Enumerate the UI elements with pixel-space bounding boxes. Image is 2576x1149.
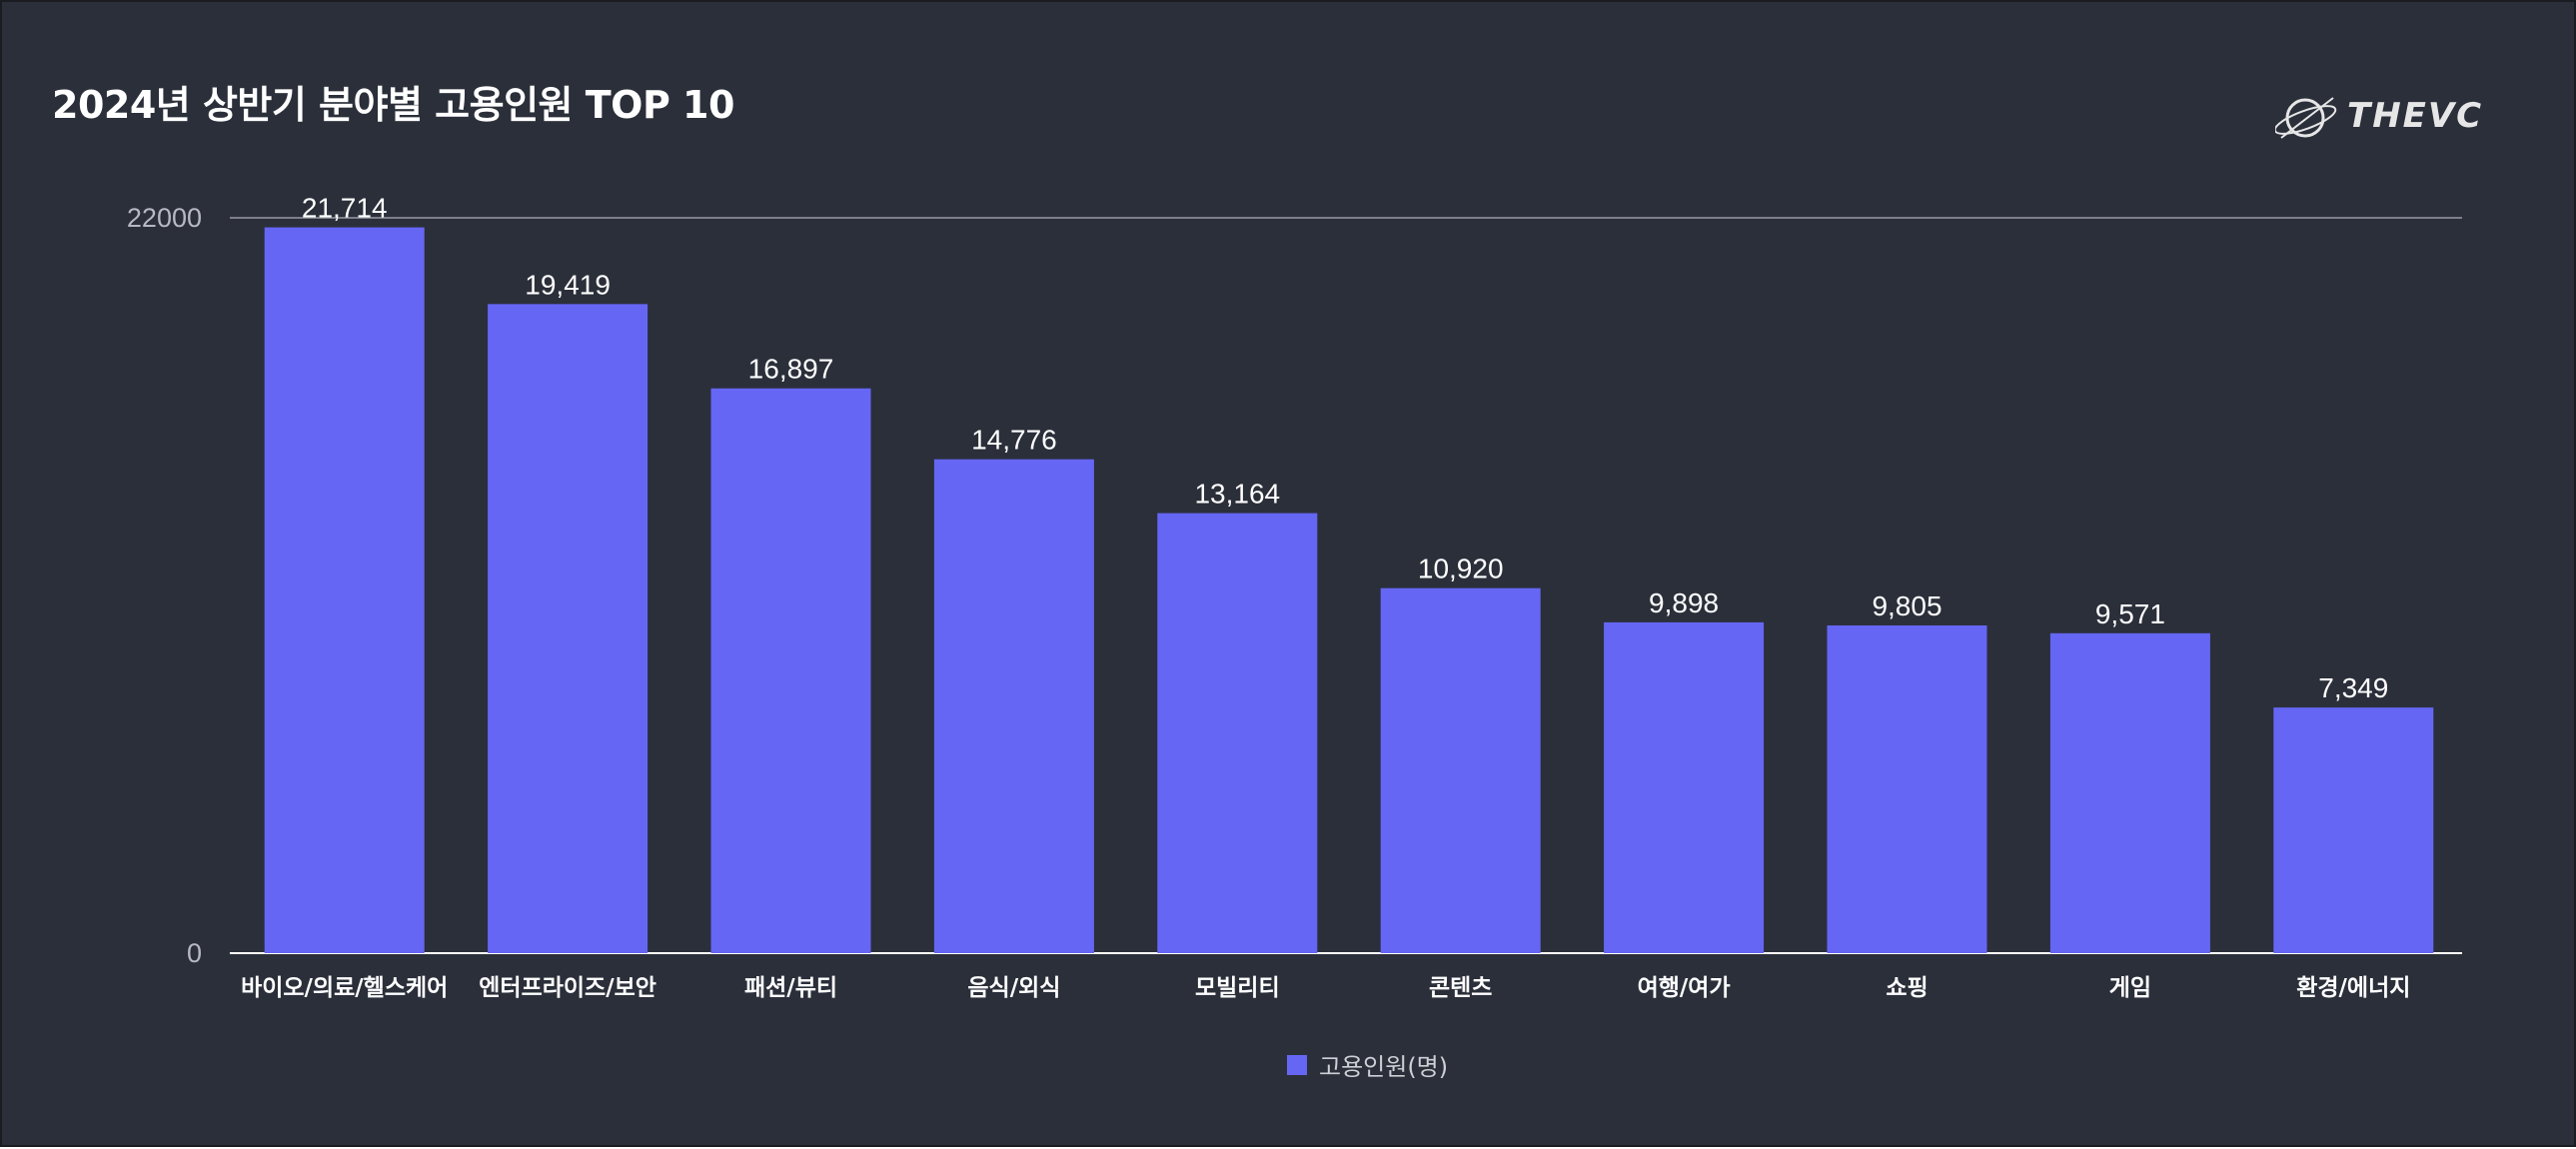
bar[interactable] xyxy=(2049,632,2210,953)
bar[interactable] xyxy=(1157,513,1318,953)
data-label: 14,776 xyxy=(971,425,1057,456)
x-tick-label: 게임 xyxy=(2109,975,2151,1001)
data-label: 13,164 xyxy=(1194,479,1280,510)
data-label: 9,571 xyxy=(2095,598,2165,629)
chart-title: 2024년 상반기 분야별 고용인원 TOP 10 xyxy=(52,83,734,127)
logo-text: THEVC xyxy=(2347,96,2484,136)
orbit-logo-icon xyxy=(2275,97,2337,139)
x-tick-label: 바이오/의료/헬스케어 xyxy=(241,975,448,1001)
legend-label: 고용인원(명) xyxy=(1319,1053,1449,1081)
x-tick-label: 쇼핑 xyxy=(1886,975,1928,1001)
bar[interactable] xyxy=(933,459,1094,953)
data-label: 7,349 xyxy=(2318,672,2388,703)
bar[interactable] xyxy=(2273,707,2434,953)
bar[interactable] xyxy=(710,388,871,954)
bar[interactable] xyxy=(1604,621,1765,953)
data-label: 19,419 xyxy=(525,269,611,300)
bar[interactable] xyxy=(488,304,648,953)
x-tick-label: 패션/뷰티 xyxy=(744,975,837,1001)
x-tick-label: 엔터프라이즈/보안 xyxy=(479,975,656,1001)
bar[interactable] xyxy=(264,227,425,953)
data-label: 9,805 xyxy=(1872,590,1941,621)
legend[interactable]: 고용인원(명) xyxy=(1287,1047,1448,1082)
bar[interactable] xyxy=(1380,587,1541,953)
y-tick-label: 22000 xyxy=(127,203,202,233)
data-label: 21,714 xyxy=(302,193,388,224)
y-tick-label: 0 xyxy=(187,938,202,968)
x-tick-label: 음식/외식 xyxy=(967,975,1060,1001)
brand-logo: THEVC xyxy=(2275,88,2515,148)
data-label: 16,897 xyxy=(748,354,834,385)
data-label: 10,920 xyxy=(1418,554,1504,584)
legend-swatch xyxy=(1287,1054,1307,1075)
data-label: 9,898 xyxy=(1649,587,1719,618)
x-tick-label: 환경/에너지 xyxy=(2296,975,2410,1001)
x-tick-label: 여행/여가 xyxy=(1638,975,1731,1001)
x-tick-label: 모빌리티 xyxy=(1195,975,1280,1001)
bar[interactable] xyxy=(1827,624,1987,953)
x-tick-label: 콘텐츠 xyxy=(1429,975,1492,1001)
